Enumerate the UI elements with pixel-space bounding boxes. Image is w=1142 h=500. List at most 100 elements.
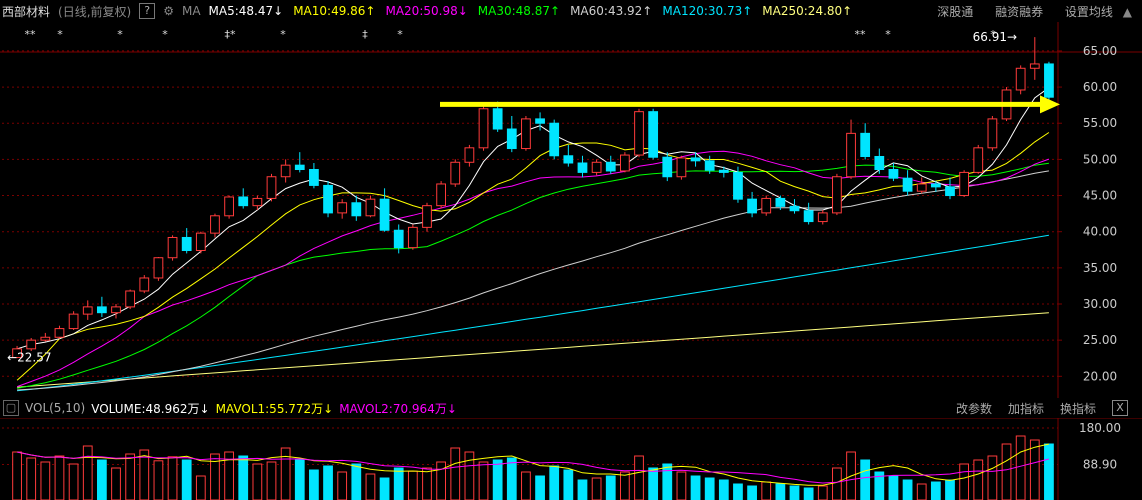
switch-indicator-button[interactable]: 换指标 bbox=[1059, 401, 1096, 416]
candle-body bbox=[238, 196, 249, 207]
menu-shengutong[interactable]: 深股通 bbox=[937, 5, 974, 19]
ma-legend-item: MA5:48.47↓ bbox=[208, 4, 284, 18]
volume-bar bbox=[930, 481, 941, 500]
volume-arrow: ↓ bbox=[199, 401, 210, 416]
y-tick-label: 20.00 bbox=[1083, 369, 1117, 383]
candle-body bbox=[535, 118, 545, 124]
volume-bar bbox=[68, 463, 79, 500]
candle-body bbox=[365, 198, 376, 217]
menu-margin-trading[interactable]: 融资融券 bbox=[995, 5, 1044, 19]
y-tick-label: 25.00 bbox=[1083, 333, 1117, 347]
candle-body bbox=[153, 257, 164, 279]
volume-bar bbox=[535, 475, 545, 500]
ma-legend-item: MA250:24.80↑ bbox=[762, 4, 853, 18]
candle-body bbox=[12, 348, 22, 359]
volume-bar bbox=[704, 477, 715, 500]
candle-body bbox=[26, 339, 37, 350]
candle-body bbox=[718, 169, 729, 173]
candle-body bbox=[139, 277, 150, 292]
volume-bar bbox=[747, 485, 757, 500]
y-tick-label: 30.00 bbox=[1083, 297, 1117, 311]
candle-body bbox=[266, 176, 277, 199]
volume-bar bbox=[337, 471, 348, 500]
ma-legend-item: MA120:30.73↑ bbox=[662, 4, 753, 18]
candle-body bbox=[68, 313, 79, 330]
y-tick-label: 55.00 bbox=[1083, 116, 1117, 130]
stock-name[interactable]: 西部材料 bbox=[2, 4, 51, 19]
volume-bar bbox=[266, 461, 277, 500]
volume-bar bbox=[309, 469, 319, 500]
mavol2-text: MAVOL2:70.964万 bbox=[339, 401, 447, 416]
vol-indicator-label[interactable]: VOL(5,10) bbox=[25, 401, 86, 415]
y-tick-label: 45.00 bbox=[1083, 189, 1117, 203]
candle-body bbox=[252, 197, 263, 207]
chart-mode[interactable]: (日线,前复权) bbox=[58, 4, 132, 19]
candle-body bbox=[40, 336, 51, 341]
volume-bar bbox=[591, 477, 602, 500]
ma-legend: MA5:48.47↓ MA10:49.86↑ MA20:50.98↓ MA30:48.… bbox=[209, 4, 863, 18]
collapse-icon[interactable]: ▢ bbox=[3, 400, 19, 416]
volume-bar bbox=[280, 447, 291, 500]
candle-body bbox=[817, 212, 828, 223]
candle-body bbox=[181, 236, 192, 251]
add-indicator-button[interactable]: 加指标 bbox=[1007, 401, 1044, 416]
menu-set-ma[interactable]: 设置均线 bbox=[1064, 5, 1113, 19]
candle-body bbox=[337, 202, 348, 214]
candle-body bbox=[860, 132, 871, 157]
volume-text: VOLUME:48.962万 bbox=[91, 401, 200, 416]
candle-body bbox=[648, 111, 659, 158]
candle-body bbox=[676, 157, 687, 178]
help-icon[interactable]: ? bbox=[139, 3, 156, 19]
volume-tick-label: 180.00 bbox=[1079, 421, 1121, 435]
y-tick-label: 65.00 bbox=[1083, 44, 1117, 58]
volume-bar bbox=[12, 451, 22, 500]
volume-bar bbox=[888, 475, 899, 500]
candle-body bbox=[916, 183, 927, 192]
volume-bar bbox=[26, 457, 37, 500]
ma-label[interactable]: MA bbox=[181, 4, 201, 18]
edit-params-button[interactable]: 改参数 bbox=[955, 401, 992, 416]
y-tick-label: 50.00 bbox=[1083, 152, 1117, 166]
candle-body bbox=[323, 184, 333, 214]
candle-body bbox=[619, 154, 630, 172]
volume-chart[interactable]: 180.00 88.90 bbox=[0, 418, 1142, 500]
candle-body bbox=[563, 155, 574, 164]
volume-bar bbox=[733, 483, 743, 500]
indicator-header: 西部材料 (日线,前复权) ? ⚙ MA MA5:48.47↓ MA10:49.8… bbox=[0, 0, 1142, 22]
y-tick-label: 35.00 bbox=[1083, 261, 1117, 275]
candle-body bbox=[309, 169, 319, 186]
volume-bar bbox=[181, 459, 192, 500]
candle-body bbox=[959, 171, 970, 197]
volume-bar bbox=[521, 471, 531, 500]
volume-bar bbox=[365, 473, 376, 500]
volume-bar bbox=[393, 467, 404, 500]
candle-body bbox=[1044, 63, 1054, 98]
volume-bar bbox=[210, 453, 220, 500]
volume-bar bbox=[153, 460, 164, 500]
volume-bar bbox=[407, 470, 418, 500]
scroll-up-icon[interactable]: ▲ bbox=[1122, 5, 1132, 19]
candle-body bbox=[54, 328, 65, 338]
volume-bar bbox=[789, 485, 800, 500]
price-chart[interactable]: ** * * * ‡* * ‡ * ** * *65.0060.0055.0050.0045.004… bbox=[0, 22, 1142, 398]
volume-header: ▢ VOL(5,10) VOLUME:48.962万↓ MAVOL1:55.77… bbox=[0, 398, 1142, 418]
volume-bar bbox=[238, 455, 249, 500]
candle-body bbox=[733, 171, 743, 200]
candle-body bbox=[747, 198, 757, 214]
volume-bar bbox=[111, 467, 121, 500]
volume-bar bbox=[874, 471, 885, 500]
candle-body bbox=[167, 236, 178, 259]
candle-body bbox=[775, 197, 786, 207]
ma-legend-item: MA60:43.92↑ bbox=[570, 4, 653, 18]
gear-icon[interactable]: ⚙ bbox=[163, 4, 174, 18]
mavol1-line bbox=[16, 443, 1050, 486]
volume-bar bbox=[1044, 443, 1054, 500]
volume-bar bbox=[817, 485, 828, 500]
ma20-line bbox=[16, 150, 1050, 388]
candle-body bbox=[280, 164, 291, 178]
high-annotation: 66.91→ bbox=[973, 30, 1017, 44]
candle-body bbox=[436, 183, 447, 207]
candle-body bbox=[294, 164, 305, 171]
close-icon[interactable]: X bbox=[1112, 400, 1128, 416]
candle-body bbox=[874, 155, 885, 171]
